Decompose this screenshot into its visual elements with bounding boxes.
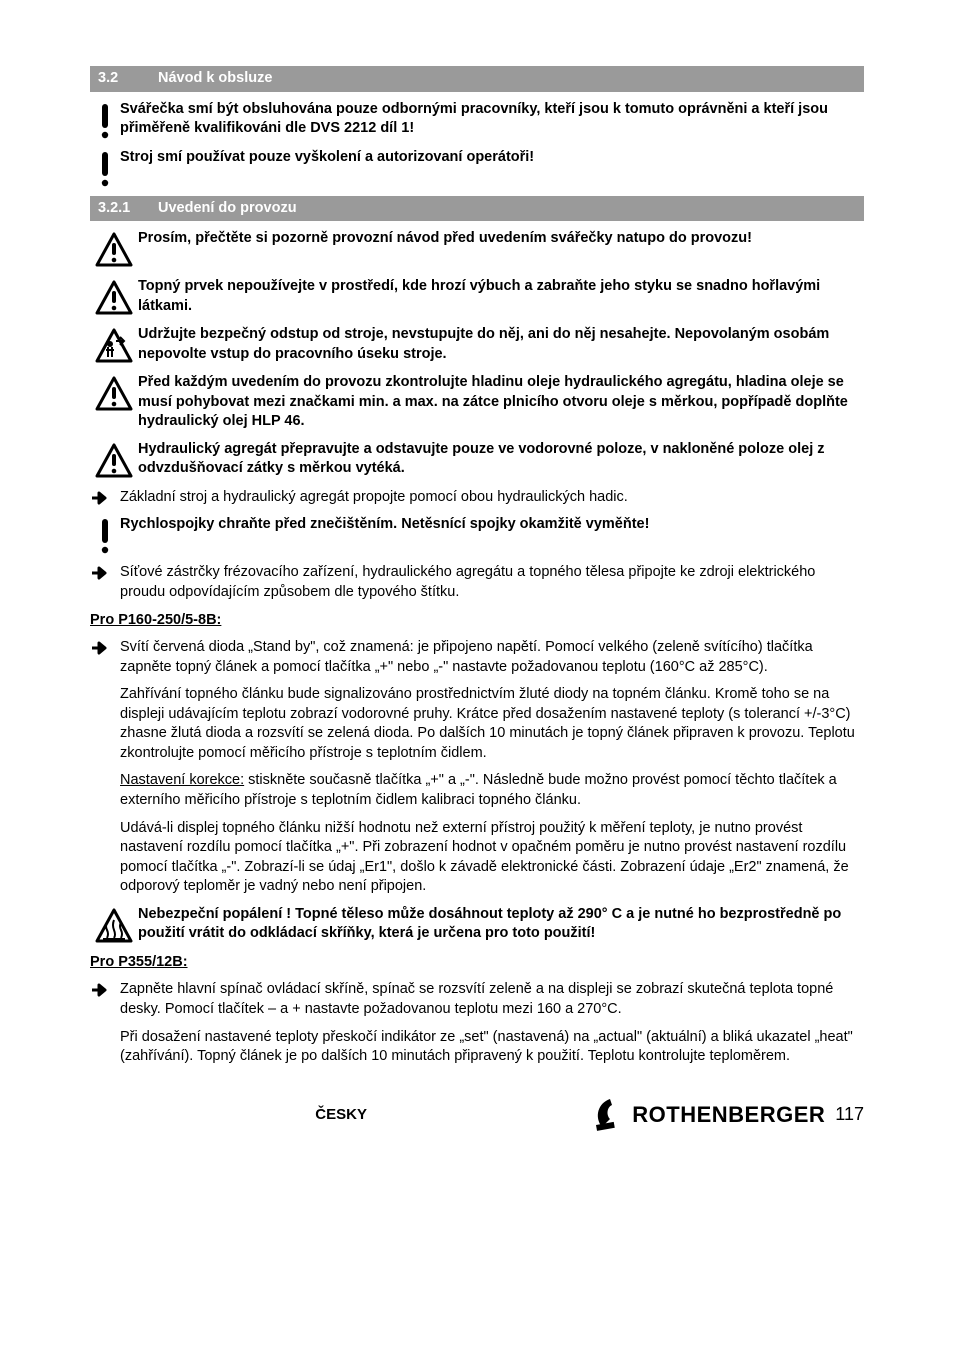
triangle-exclamation-icon: [90, 440, 138, 480]
paragraph-heating: Zahřívání topného článku bude signalizov…: [120, 685, 864, 763]
step-connect-hoses: Základní stroj a hydraulický agregát pro…: [90, 488, 864, 508]
triangle-person-icon: [90, 325, 138, 365]
section-number: 3.2.1: [98, 199, 158, 219]
warning-burn-hazard: Nebezpeční popálení ! Topné těleso může …: [90, 905, 864, 945]
triangle-exclamation-icon: [90, 373, 138, 413]
paragraph-correction: Nastavení korekce: stiskněte současně tl…: [120, 771, 864, 810]
warning-text: Udržujte bezpečný odstup od stroje, nevs…: [138, 325, 864, 364]
step-standby: Svítí červená dioda „Stand by", což znam…: [90, 638, 864, 677]
footer-language: ČESKY: [315, 1105, 367, 1125]
warning-text: Prosím, přečtěte si pozorně provozní náv…: [138, 229, 864, 249]
arrow-icon: [90, 488, 120, 505]
exclamation-icon: [90, 100, 120, 140]
step-text: Zapněte hlavní spínač ovládací skříně, s…: [120, 980, 864, 1019]
triangle-exclamation-icon: [90, 229, 138, 269]
warning-text: Topný prvek nepoužívejte v prostředí, kd…: [138, 277, 864, 316]
triangle-hot-icon: [90, 905, 138, 945]
arrow-icon: [90, 980, 120, 997]
exclamation-icon: [90, 148, 120, 188]
triangle-exclamation-icon: [90, 277, 138, 317]
warning-horizontal-transport: Hydraulický agregát přepravujte a odstav…: [90, 440, 864, 480]
section-number: 3.2: [98, 69, 158, 89]
warning-read-manual: Prosím, přečtěte si pozorně provozní náv…: [90, 229, 864, 269]
warning-oil-level: Před každým uvedením do provozu zkontrol…: [90, 373, 864, 432]
brand-name: ROTHENBERGER: [632, 1100, 825, 1130]
warning-text: Svářečka smí být obsluhována pouze odbor…: [120, 100, 864, 139]
warning-text: Nebezpeční popálení ! Topné těleso může …: [138, 905, 864, 944]
step-main-switch: Zapněte hlavní spínač ovládací skříně, s…: [90, 980, 864, 1019]
warning-quick-couplings: Rychlospojky chraňte před znečištěním. N…: [90, 515, 864, 555]
subheading-p355: Pro P355/12B:: [90, 953, 864, 973]
warning-explosion: Topný prvek nepoužívejte v prostředí, kd…: [90, 277, 864, 317]
section-title: Uvedení do provozu: [158, 199, 297, 219]
page-footer: ČESKY ROTHENBERGER 117: [90, 1097, 864, 1133]
warning-trained-operators: Stroj smí používat pouze vyškolení a aut…: [90, 148, 864, 188]
arrow-icon: [90, 638, 120, 655]
correction-label: Nastavení korekce:: [120, 772, 244, 788]
section-header-3-2-1: 3.2.1 Uvedení do provozu: [90, 196, 864, 222]
arrow-icon: [90, 563, 120, 580]
warning-text: Stroj smí používat pouze vyškolení a aut…: [120, 148, 864, 168]
page-number: 117: [835, 1102, 864, 1126]
section-title: Návod k obsluze: [158, 69, 272, 89]
step-text: Svítí červená dioda „Stand by", což znam…: [120, 638, 864, 677]
paragraph-set-actual: Při dosažení nastavené teploty přeskočí …: [120, 1028, 864, 1067]
paragraph-error-codes: Udává-li displej topného článku nižší ho…: [120, 819, 864, 897]
warning-text: Hydraulický agregát přepravujte a odstav…: [138, 440, 864, 479]
subheading-p160: Pro P160-250/5-8B:: [90, 611, 864, 631]
section-header-3-2: 3.2 Návod k obsluze: [90, 66, 864, 92]
step-connect-plugs: Síťové zástrčky frézovacího zařízení, hy…: [90, 563, 864, 602]
step-text: Základní stroj a hydraulický agregát pro…: [120, 488, 864, 508]
warning-keep-distance: Udržujte bezpečný odstup od stroje, nevs…: [90, 325, 864, 365]
brand-logo-icon: [592, 1097, 622, 1133]
warning-qualified-workers: Svářečka smí být obsluhována pouze odbor…: [90, 100, 864, 140]
step-text: Síťové zástrčky frézovacího zařízení, hy…: [120, 563, 864, 602]
exclamation-icon: [90, 515, 120, 555]
warning-text: Před každým uvedením do provozu zkontrol…: [138, 373, 864, 432]
warning-text: Rychlospojky chraňte před znečištěním. N…: [120, 515, 864, 535]
